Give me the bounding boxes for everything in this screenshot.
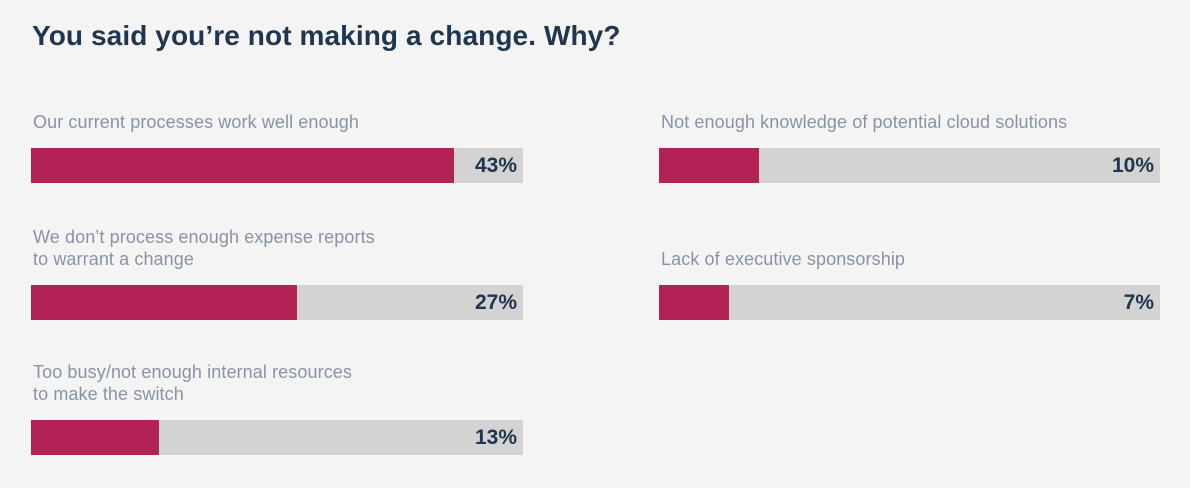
bar-fill [659,148,760,183]
bar-value: 13% [474,425,517,449]
bar-fill [31,285,297,320]
bar-group-current-processes: Our current processes work well enough 4… [31,111,523,183]
bar-track: 13% [31,420,523,455]
bar-fill [31,420,159,455]
bar-value: 27% [474,290,517,314]
bar-group-too-busy: Too busy/not enough internal resources t… [31,361,523,455]
bar-group-lack-of-sponsorship: Lack of executive sponsorship 7% [659,248,1160,320]
bar-label: Too busy/not enough internal resources t… [31,361,523,405]
bar-label-line: Too busy/not enough internal resources [33,362,353,382]
bar-fill [659,285,730,320]
bar-track: 27% [31,285,523,320]
bar-label-line: Our current processes work well enough [33,112,359,132]
bar-fill [31,148,455,183]
bar-track: 7% [659,285,1160,320]
chart-title: You said you’re not making a change. Why… [32,20,621,51]
bar-label-line: to warrant a change [33,249,194,269]
bar-group-not-enough-knowledge: Not enough knowledge of potential cloud … [659,111,1160,183]
bar-group-not-enough-reports: We don’t process enough expense reports … [31,226,523,320]
bar-value: 7% [1123,290,1154,314]
bar-track: 10% [659,148,1160,183]
bar-label-line: Not enough knowledge of potential cloud … [661,112,1068,132]
bar-track: 43% [31,148,523,183]
bar-value: 43% [474,153,517,177]
bar-label: We don’t process enough expense reports … [31,226,523,270]
bar-label: Lack of executive sponsorship [659,248,1160,270]
bar-label-line: We don’t process enough expense reports [33,227,375,247]
bar-label-line: Lack of executive sponsorship [661,249,906,269]
bar-label: Our current processes work well enough [31,111,523,133]
bar-value: 10% [1111,153,1154,177]
bar-label: Not enough knowledge of potential cloud … [659,111,1160,133]
bar-label-line: to make the switch [33,384,184,404]
